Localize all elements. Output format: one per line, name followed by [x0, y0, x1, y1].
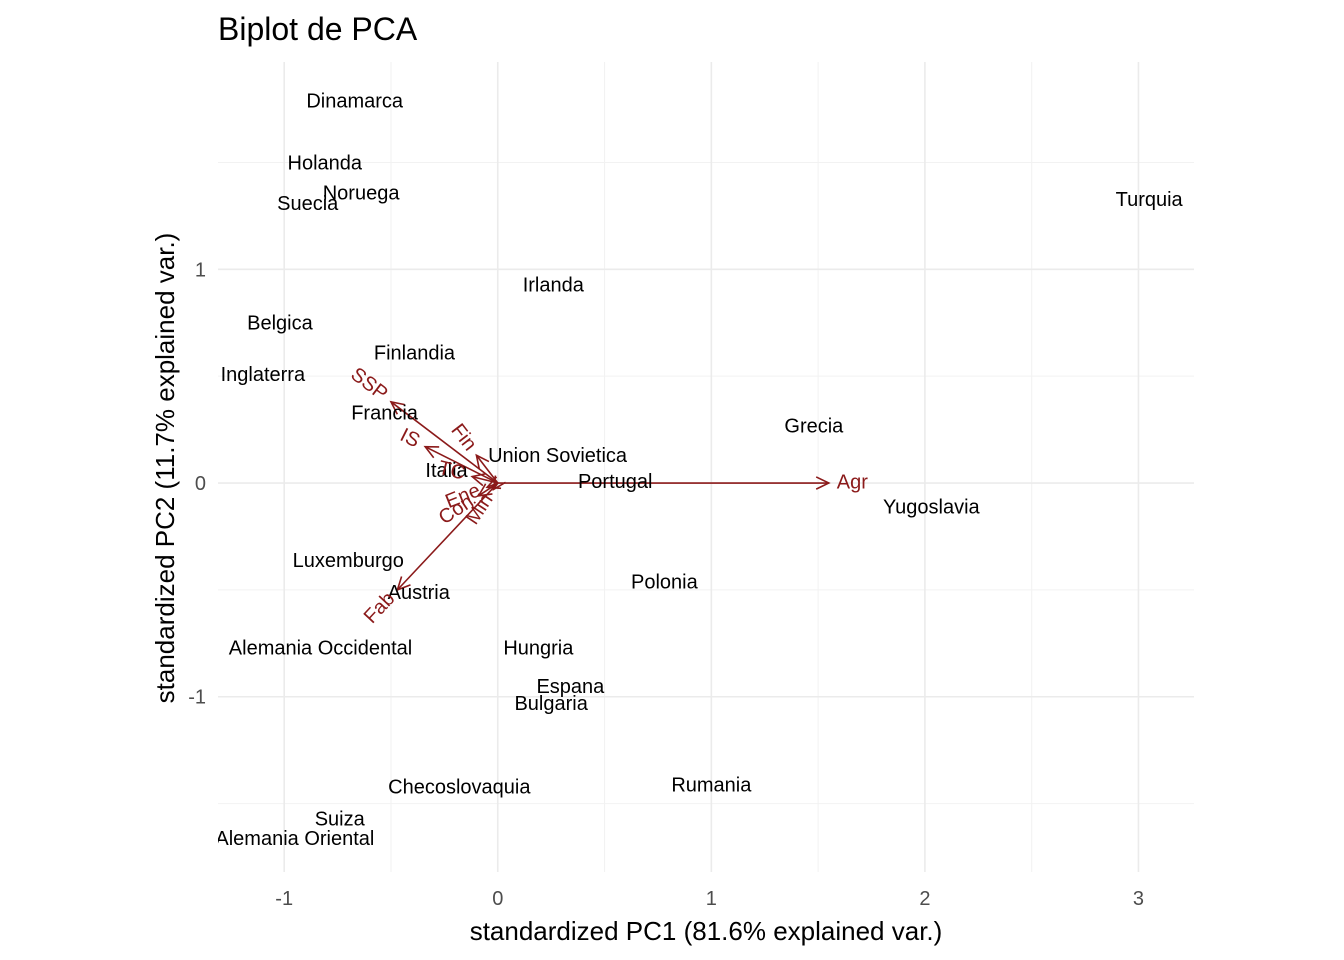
variable-arrowhead — [815, 476, 831, 490]
observation-label: Dinamarca — [306, 90, 404, 112]
variable-arrows — [389, 400, 831, 592]
observation-label: Checoslovaquia — [388, 777, 531, 799]
observation-label: Polonia — [631, 571, 699, 593]
x-tick-label: -1 — [275, 888, 293, 910]
variable-arrowhead — [423, 445, 440, 459]
variable-arrow — [390, 401, 499, 484]
observation-label: Portugal — [578, 471, 653, 493]
variable-arrow — [396, 482, 499, 591]
variable-arrowhead — [396, 576, 411, 592]
observation-label: Francia — [351, 403, 419, 425]
observation-label: Yugoslavia — [883, 497, 981, 519]
observation-label: Suecia — [277, 193, 339, 215]
observation-label: Holanda — [288, 152, 363, 174]
observation-label: Noruega — [323, 182, 401, 204]
observation-label: Alemania Occidental — [229, 638, 412, 660]
axis-ticks: -1 0 1 2 3 -1 0 1 — [188, 259, 1144, 910]
observation-label: Belgica — [247, 313, 313, 335]
x-tick-label: 3 — [1133, 888, 1144, 910]
variable-arrow — [486, 482, 499, 489]
variable-label: IS — [396, 424, 423, 452]
variable-arrowhead — [389, 400, 405, 415]
observation-label: Grecia — [784, 415, 844, 437]
variable-arrowhead — [475, 453, 490, 470]
chart-title: Biplot de PCA — [218, 11, 418, 47]
y-tick-label: -1 — [188, 687, 206, 709]
variable-arrow — [471, 475, 498, 484]
observation-label: Turquia — [1116, 189, 1184, 211]
variable-label: Agr — [837, 471, 868, 493]
variable-label: Fin — [446, 420, 480, 455]
variable-arrowhead — [470, 472, 487, 487]
observation-label: Bulgaria — [514, 693, 588, 715]
observation-label: Union Sovietica — [488, 445, 628, 467]
variable-label: SSP — [347, 363, 392, 405]
observation-label: Austria — [388, 582, 451, 604]
x-tick-label: 1 — [706, 888, 717, 910]
observation-label: Alemania Oriental — [215, 828, 374, 850]
variable-arrow — [424, 445, 499, 484]
observation-label: Finlandia — [374, 343, 456, 365]
observation-label: Luxemburgo — [293, 550, 404, 572]
y-tick-label: 1 — [195, 259, 206, 281]
y-axis-title: standardized PC2 (11.7% explained var.) — [150, 233, 180, 704]
observation-label: Hungria — [503, 638, 574, 660]
x-axis-title: standardized PC1 (81.6% explained var.) — [470, 916, 943, 946]
variable-arrowhead — [492, 475, 506, 491]
observation-label: Suiza — [315, 809, 366, 831]
observation-label: Espana — [536, 676, 605, 698]
observation-label: Italia — [425, 460, 468, 482]
x-tick-label: 0 — [492, 888, 503, 910]
y-tick-label: 0 — [195, 473, 206, 495]
x-tick-label: 2 — [919, 888, 930, 910]
grid — [218, 62, 1194, 872]
observation-label: Irlanda — [523, 274, 585, 296]
observation-label: Inglaterra — [221, 364, 306, 386]
observation-label: Rumania — [671, 774, 752, 796]
